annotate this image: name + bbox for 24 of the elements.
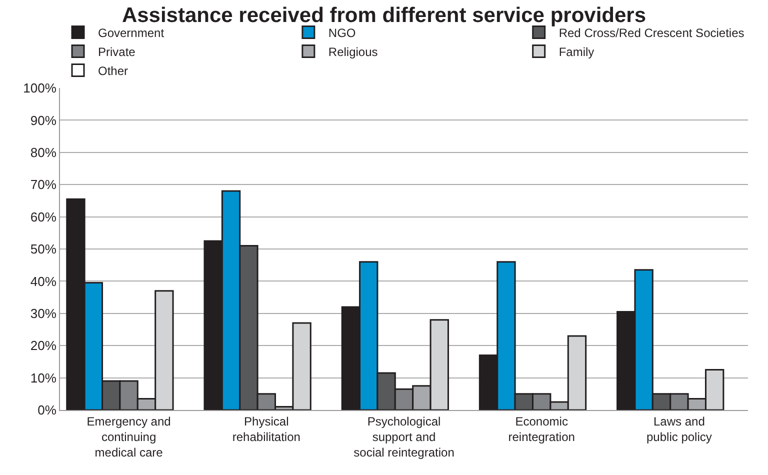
y-tick-label: 10%: [30, 370, 57, 386]
y-tick-label: 100%: [23, 80, 57, 96]
legend-label: Other: [98, 64, 128, 78]
y-tick-label: 80%: [30, 144, 57, 160]
y-tick-label: 90%: [30, 112, 57, 128]
legend-label: Religious: [328, 44, 378, 59]
chart-title: Assistance received from different service providers: [122, 4, 646, 27]
y-tick-label: 70%: [30, 177, 57, 192]
y-tick-label: 30%: [30, 306, 57, 321]
y-tick-label: 0%: [38, 402, 57, 418]
legend-label: Family: [558, 44, 594, 59]
legend-label: Red Cross/Red Crescent Societies: [558, 26, 744, 40]
x-tick-label: Laws and public policy: [646, 414, 712, 444]
y-tick-label: 60%: [30, 209, 57, 224]
x-tick-label: Psychological support and social reintegration: [354, 414, 454, 460]
legend-label: NGO: [328, 26, 356, 40]
legend-label: Private: [98, 44, 136, 59]
y-tick-label: 50%: [30, 242, 57, 257]
y-tick-label: 20%: [30, 338, 57, 354]
x-tick-label: Economic reintegration: [508, 414, 575, 444]
y-tick-label: 40%: [30, 274, 57, 289]
x-tick-label: Physical rehabilitation: [232, 414, 300, 444]
legend-label: Government: [98, 26, 165, 40]
x-tick-label: Emergency and continuing medical care: [86, 414, 171, 460]
